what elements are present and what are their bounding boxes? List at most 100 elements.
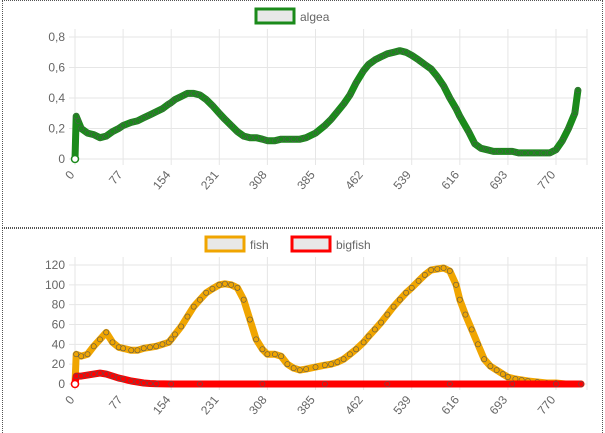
- data-point-fish[interactable]: [278, 353, 285, 360]
- data-point-fish[interactable]: [216, 281, 223, 288]
- data-point-bigfish[interactable]: [103, 371, 110, 377]
- data-point-algea[interactable]: [159, 105, 166, 112]
- data-point-fish[interactable]: [97, 336, 103, 343]
- data-point-algea[interactable]: [168, 99, 175, 106]
- data-point-bigfish[interactable]: [70, 379, 80, 389]
- data-point-fish[interactable]: [312, 364, 319, 371]
- data-point-fish[interactable]: [384, 311, 391, 318]
- data-point-algea[interactable]: [296, 136, 303, 143]
- data-point-algea[interactable]: [378, 53, 384, 60]
- data-point-bigfish[interactable]: [509, 381, 516, 387]
- data-point-algea[interactable]: [209, 102, 216, 109]
- data-point-fish[interactable]: [340, 356, 347, 363]
- data-point-algea[interactable]: [446, 95, 453, 101]
- data-point-fish[interactable]: [203, 289, 210, 296]
- data-point-algea[interactable]: [415, 56, 422, 63]
- data-point-algea[interactable]: [284, 136, 291, 143]
- data-point-bigfish[interactable]: [140, 380, 147, 386]
- data-point-algea[interactable]: [521, 149, 528, 156]
- data-point-algea[interactable]: [360, 67, 367, 74]
- data-point-fish[interactable]: [500, 371, 506, 377]
- data-point-fish[interactable]: [78, 353, 85, 360]
- data-point-bigfish[interactable]: [120, 376, 127, 382]
- legend-item-bigfish[interactable]: bigfish: [290, 235, 371, 253]
- data-point-fish[interactable]: [197, 296, 203, 303]
- data-point-fish[interactable]: [296, 367, 303, 374]
- legend-item-fish[interactable]: fish: [204, 235, 269, 253]
- data-point-bigfish[interactable]: [578, 381, 584, 387]
- data-point-algea[interactable]: [340, 101, 347, 107]
- data-point-fish[interactable]: [228, 281, 235, 288]
- data-point-algea[interactable]: [574, 87, 581, 94]
- data-point-algea[interactable]: [278, 136, 285, 143]
- data-point-fish[interactable]: [284, 361, 291, 368]
- data-point-fish[interactable]: [90, 343, 97, 350]
- data-point-algea[interactable]: [84, 130, 91, 136]
- data-point-bigfish[interactable]: [97, 370, 103, 376]
- data-point-algea[interactable]: [228, 122, 235, 129]
- data-point-algea[interactable]: [365, 61, 372, 68]
- data-point-fish[interactable]: [109, 339, 116, 346]
- data-point-bigfish[interactable]: [84, 372, 91, 378]
- data-point-bigfish[interactable]: [109, 373, 116, 379]
- data-point-fish[interactable]: [153, 343, 160, 350]
- data-point-algea[interactable]: [328, 116, 335, 123]
- data-point-fish[interactable]: [360, 339, 367, 346]
- legend[interactable]: fish bigfish: [204, 235, 371, 253]
- data-point-bigfish[interactable]: [153, 380, 160, 387]
- data-point-algea[interactable]: [216, 110, 223, 117]
- data-point-fish[interactable]: [390, 303, 397, 310]
- data-point-fish[interactable]: [128, 347, 135, 354]
- data-point-fish[interactable]: [493, 367, 500, 374]
- data-point-algea[interactable]: [453, 105, 459, 112]
- data-point-algea[interactable]: [471, 140, 478, 147]
- data-point-algea[interactable]: [312, 130, 319, 136]
- legend-item-algea[interactable]: algea: [254, 7, 330, 25]
- data-point-fish[interactable]: [415, 277, 422, 284]
- data-point-fish[interactable]: [84, 351, 91, 358]
- data-point-algea[interactable]: [203, 96, 210, 103]
- data-point-bigfish[interactable]: [90, 371, 97, 377]
- data-point-bigfish[interactable]: [197, 381, 203, 387]
- data-point-algea[interactable]: [321, 122, 328, 129]
- data-point-fish[interactable]: [408, 284, 415, 291]
- data-point-algea[interactable]: [70, 154, 80, 164]
- data-point-fish[interactable]: [209, 285, 216, 292]
- data-point-algea[interactable]: [546, 149, 553, 156]
- data-point-bigfish[interactable]: [128, 378, 135, 384]
- data-point-fish[interactable]: [365, 333, 372, 340]
- data-point-fish[interactable]: [481, 356, 488, 363]
- data-point-fish[interactable]: [421, 272, 428, 278]
- data-point-algea[interactable]: [371, 56, 378, 63]
- data-point-algea[interactable]: [247, 134, 253, 141]
- data-point-bigfish[interactable]: [73, 373, 80, 379]
- data-point-algea[interactable]: [390, 49, 397, 56]
- data-point-algea[interactable]: [496, 148, 503, 155]
- data-point-algea[interactable]: [115, 125, 122, 132]
- data-point-algea[interactable]: [384, 50, 391, 57]
- data-point-fish[interactable]: [440, 265, 447, 271]
- data-point-fish[interactable]: [259, 346, 266, 353]
- data-point-algea[interactable]: [396, 47, 403, 54]
- data-point-fish[interactable]: [505, 374, 511, 380]
- data-point-bigfish[interactable]: [147, 380, 153, 387]
- data-point-algea[interactable]: [240, 133, 247, 140]
- data-point-algea[interactable]: [421, 61, 428, 68]
- data-point-algea[interactable]: [184, 90, 191, 97]
- data-point-fish[interactable]: [353, 346, 360, 353]
- data-point-algea[interactable]: [428, 66, 434, 72]
- data-point-algea[interactable]: [178, 93, 185, 100]
- data-point-bigfish[interactable]: [446, 381, 453, 387]
- data-point-algea[interactable]: [134, 117, 141, 124]
- data-point-fish[interactable]: [253, 336, 260, 343]
- data-point-fish[interactable]: [234, 284, 241, 291]
- data-point-fish[interactable]: [134, 347, 141, 354]
- data-point-fish[interactable]: [346, 351, 353, 358]
- data-point-fish[interactable]: [371, 326, 378, 333]
- data-point-algea[interactable]: [408, 52, 415, 59]
- data-point-algea[interactable]: [272, 137, 278, 144]
- data-point-fish[interactable]: [272, 351, 278, 358]
- data-point-algea[interactable]: [571, 110, 578, 117]
- data-point-algea[interactable]: [90, 131, 97, 138]
- data-point-bigfish[interactable]: [168, 381, 175, 387]
